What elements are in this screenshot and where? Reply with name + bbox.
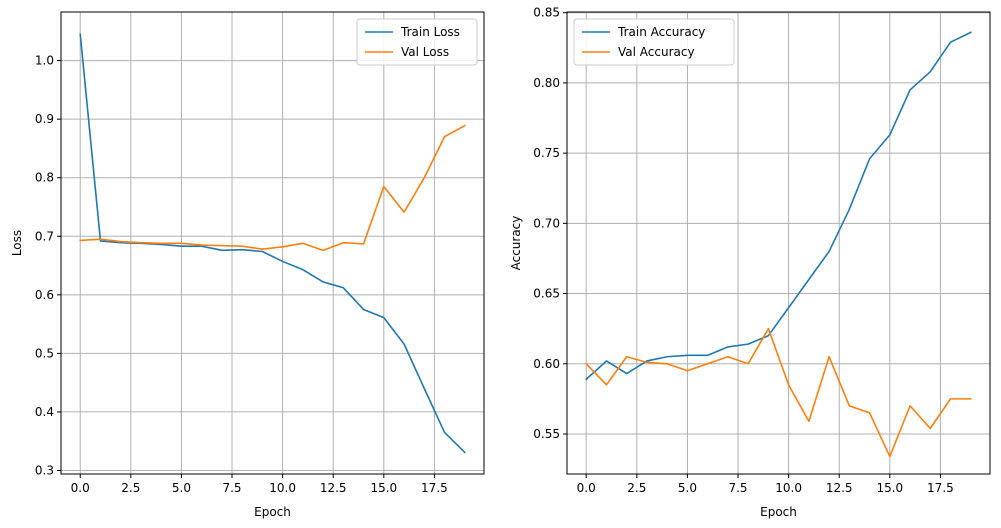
- x-tick-label: 17.5: [421, 481, 448, 495]
- y-tick-label: 0.70: [533, 216, 560, 230]
- y-tick-label: 0.7: [35, 229, 54, 243]
- x-tick-label: 5.0: [678, 481, 697, 495]
- y-tick-label: 0.60: [533, 357, 560, 371]
- legend: Train Loss Val Loss: [356, 18, 478, 66]
- x-axis-label: Epoch: [254, 505, 291, 519]
- legend-box: [356, 18, 478, 66]
- x-tick-label: 12.5: [826, 481, 853, 495]
- legend-box: [573, 18, 735, 66]
- y-tick-label: 0.9: [35, 112, 54, 126]
- y-tick-label: 0.3: [35, 463, 54, 477]
- x-tick-label: 10.0: [775, 481, 802, 495]
- grid: [61, 12, 484, 474]
- plot-frame: [566, 11, 991, 475]
- y-tick-label: 0.6: [35, 288, 54, 302]
- x-tick-label: 15.0: [370, 481, 397, 495]
- y-tick-label: 1.0: [35, 54, 54, 68]
- y-tick-label: 0.5: [35, 346, 54, 360]
- legend-label: Train Accuracy: [617, 25, 705, 39]
- grid: [567, 12, 990, 474]
- chart-panel-1: 0.0 2.5 5.0 7.5 10.0 12.5 15.0 17.5 0.3 0.4 0.5 0.6…: [10, 11, 485, 519]
- x-tick-label: 0.0: [577, 481, 596, 495]
- y-tick-label: 0.8: [35, 171, 54, 185]
- y-tick-label: 0.85: [533, 6, 560, 20]
- x-tick-label: 0.0: [71, 481, 90, 495]
- y-tick-label: 0.80: [533, 76, 560, 90]
- legend-label: Val Accuracy: [618, 45, 695, 59]
- plot-frame: [60, 11, 485, 475]
- legend-label: Val Loss: [401, 45, 449, 59]
- y-tick-label: 0.65: [533, 287, 560, 301]
- x-tick-label: 15.0: [876, 481, 903, 495]
- x-tick-label: 17.5: [927, 481, 954, 495]
- chart-panel-2: 0.0 2.5 5.0 7.5 10.0 12.5 15.0 17.5 0.55 0.60 0.65…: [509, 6, 991, 519]
- series-line-val-accuracy: [585, 327, 972, 458]
- y-axis-label: Loss: [10, 230, 24, 256]
- legend-label: Train Loss: [400, 25, 460, 39]
- y-axis-label: Accuracy: [509, 216, 523, 271]
- x-tick-label: 7.5: [728, 481, 747, 495]
- x-tick-label: 2.5: [627, 481, 646, 495]
- y-tick-label: 0.4: [35, 405, 54, 419]
- x-tick-label: 5.0: [172, 481, 191, 495]
- series-line-val-loss: [79, 124, 466, 252]
- x-tick-label: 12.5: [320, 481, 347, 495]
- legend: Train Accuracy Val Accuracy: [573, 18, 735, 66]
- series-line-train-accuracy: [585, 31, 972, 381]
- y-tick-label: 0.55: [533, 427, 560, 441]
- y-tick-label: 0.75: [533, 146, 560, 160]
- x-tick-label: 10.0: [269, 481, 296, 495]
- x-tick-label: 7.5: [222, 481, 241, 495]
- x-tick-label: 2.5: [121, 481, 140, 495]
- x-axis-label: Epoch: [760, 505, 797, 519]
